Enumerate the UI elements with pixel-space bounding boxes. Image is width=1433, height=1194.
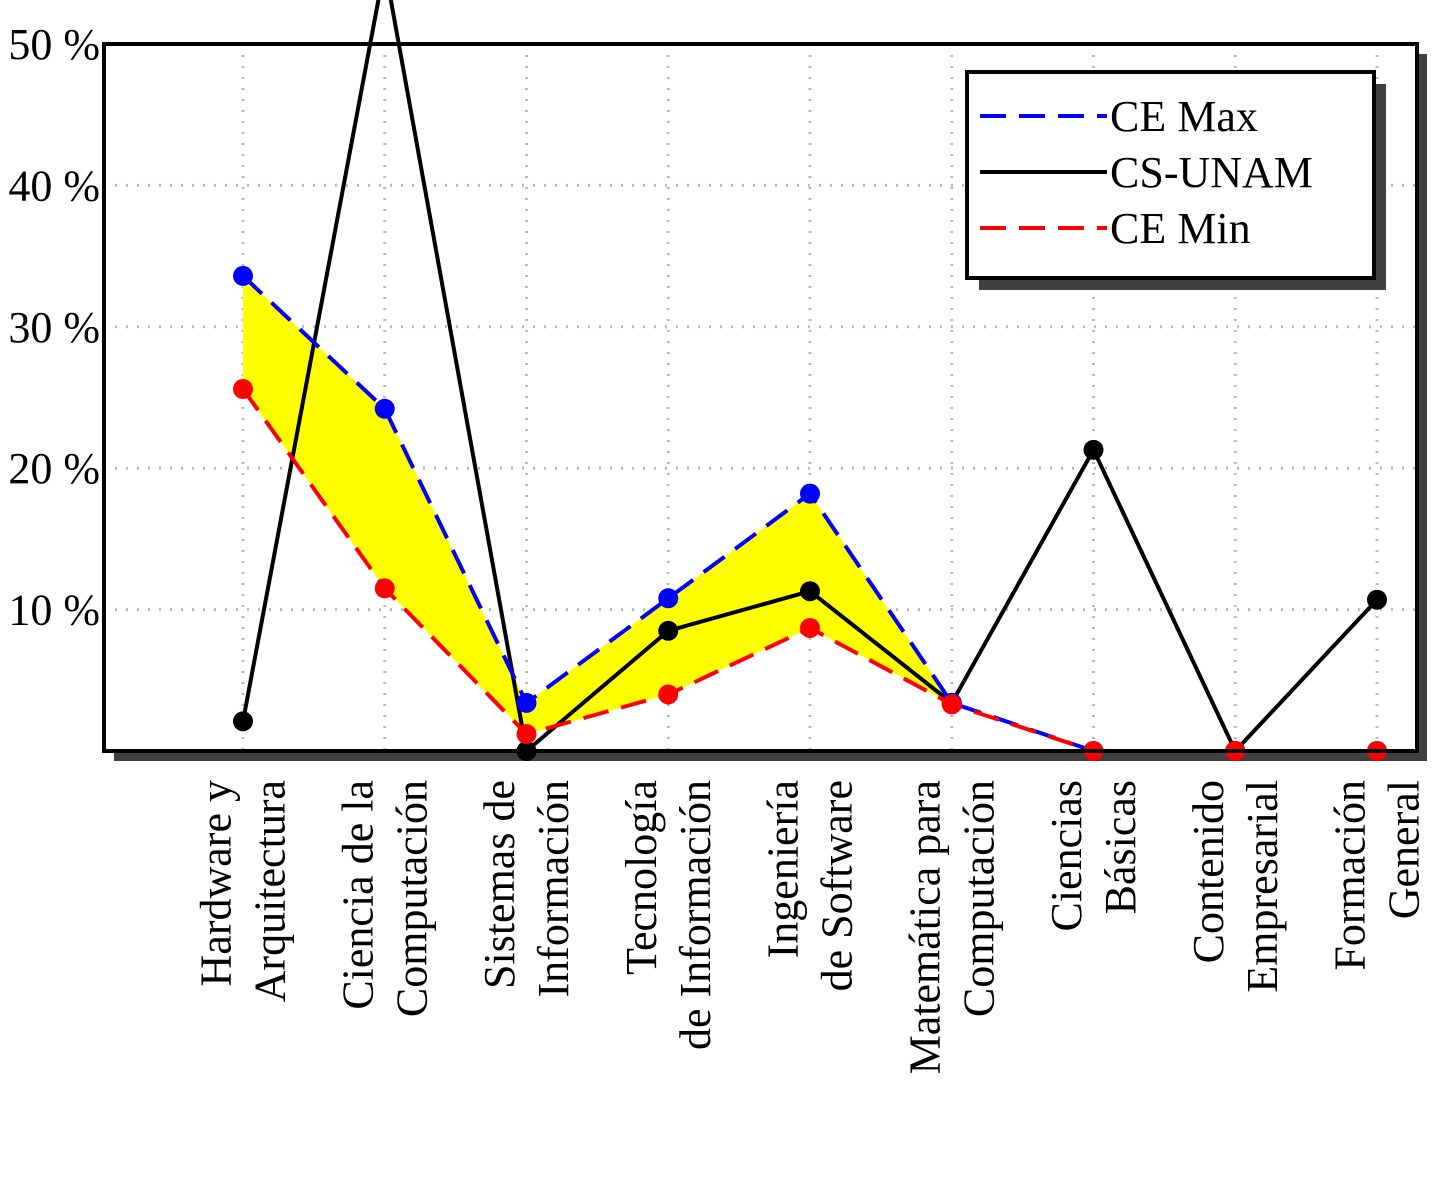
x-tick-label: Ciencia de la	[333, 780, 382, 1010]
legend	[965, 70, 1376, 280]
x-tick-label: Matemática para	[900, 780, 949, 1074]
x-tick-label: Empresarial	[1238, 780, 1287, 993]
plot-frame	[102, 42, 1419, 753]
x-tick-label: Contenido	[1184, 780, 1233, 963]
y-tick-label: 40 %	[8, 161, 100, 210]
marker	[658, 684, 679, 705]
marker	[516, 692, 537, 713]
x-tick-label: Sistemas de	[475, 780, 524, 989]
y-tick-label: 10 %	[8, 586, 100, 635]
x-tick-label: Tecnología	[617, 780, 666, 975]
x-tick-label: Arquitectura	[246, 780, 295, 1002]
marker	[1083, 439, 1104, 460]
fill-area	[243, 275, 1377, 751]
marker	[941, 694, 962, 715]
y-tick-label: 50 %	[8, 20, 100, 69]
x-tick-label: Básicas	[1096, 780, 1145, 914]
marker	[374, 398, 395, 419]
marker	[516, 724, 537, 745]
legend-label: CE Max	[1110, 92, 1258, 141]
x-tick-label: de Información	[671, 780, 720, 1050]
marker	[658, 620, 679, 641]
marker	[800, 581, 820, 602]
legend-label: CE Min	[1110, 204, 1251, 253]
y-tick-label: 20 %	[8, 444, 100, 493]
marker	[658, 588, 679, 609]
x-tick-label: General	[1380, 780, 1429, 919]
marker	[233, 711, 253, 732]
legend-label: CS-UNAM	[1110, 148, 1313, 197]
x-tick-label: Formación	[1326, 780, 1375, 971]
marker	[233, 379, 253, 400]
x-tick-label: Ingeniería	[759, 780, 808, 958]
y-tick-label: 30 %	[8, 303, 100, 352]
x-tick-label: Ciencias	[1042, 780, 1091, 932]
marker	[233, 265, 253, 286]
x-tick-label: Computación	[387, 780, 436, 1017]
x-tick-label: de Software	[813, 780, 862, 991]
marker	[1367, 589, 1387, 610]
marker	[374, 578, 395, 599]
x-tick-label: Información	[529, 780, 578, 997]
x-tick-label: Computación	[954, 780, 1003, 1017]
marker	[800, 483, 820, 504]
x-tick-label: Hardware y	[192, 780, 241, 986]
marker	[800, 617, 820, 638]
